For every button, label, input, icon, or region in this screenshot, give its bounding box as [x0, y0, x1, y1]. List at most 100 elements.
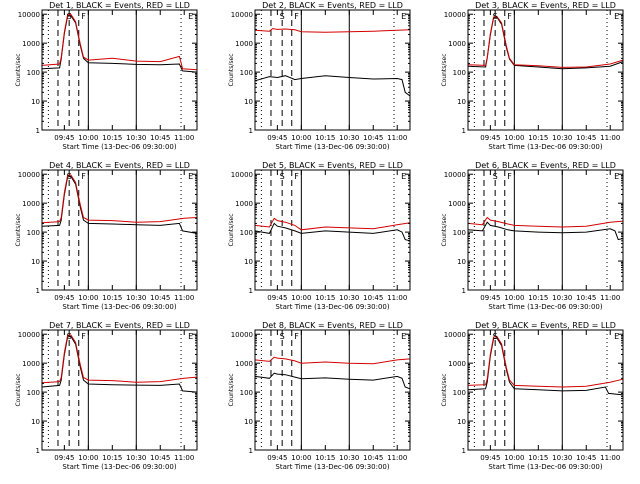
chart-title: Det 7, BLACK = Events, RED = LLD — [49, 321, 190, 330]
y-tick-label: 10 — [31, 98, 40, 106]
marker-f: F — [507, 12, 512, 21]
y-tick-label: 1000 — [22, 40, 40, 48]
y-tick-label: 10000 — [18, 11, 40, 19]
marker-f: F — [81, 172, 86, 181]
y-tick-label: 1000 — [235, 40, 253, 48]
x-tick-label: 11:00 — [600, 294, 620, 302]
panel-1: 1 10 100 1000 10000 09:45 10:00 10:15 10:30 10:45… — [15, 1, 198, 151]
plot-frame — [41, 169, 198, 291]
x-tick-label: 11:00 — [387, 454, 407, 462]
y-tick-label: 100 — [240, 389, 253, 397]
y-tick-label: 1000 — [235, 360, 253, 368]
x-tick-label: 10:45 — [363, 294, 383, 302]
panel-7: 1 10 100 1000 10000 09:45 10:00 10:15 10:30 10:45… — [15, 321, 198, 471]
lld-series-line — [467, 15, 624, 68]
x-tick-label: 09:45 — [54, 454, 74, 462]
marker-e: E — [401, 12, 406, 21]
x-tick-label: 10:00 — [291, 294, 311, 302]
chart-title: Det 1, BLACK = Events, RED = LLD — [49, 1, 190, 10]
marker-e: E — [188, 12, 193, 21]
y-tick-label: 1 — [36, 287, 40, 295]
x-tick-label: 10:15 — [315, 454, 335, 462]
x-tick-label: 10:30 — [339, 134, 359, 142]
x-tick-label: 10:00 — [291, 134, 311, 142]
lld-series-line — [41, 174, 198, 224]
chart-title: Det 6, BLACK = Events, RED = LLD — [475, 161, 616, 170]
plot-frame — [467, 9, 624, 131]
marker-s: S — [280, 332, 285, 341]
y-tick-label: 100 — [240, 69, 253, 77]
marker-s: S — [280, 172, 285, 181]
y-tick-label: 10 — [457, 418, 466, 426]
y-tick-label: 1 — [249, 287, 253, 295]
x-tick-label: 09:45 — [267, 294, 287, 302]
x-tick-label: 10:45 — [576, 134, 596, 142]
events-series-line — [41, 335, 198, 393]
y-tick-label: 1000 — [22, 360, 40, 368]
x-tick-label: 10:30 — [126, 294, 146, 302]
y-axis-label: Counts/sec — [15, 373, 22, 406]
x-tick-label: 10:45 — [150, 454, 170, 462]
y-tick-label: 1 — [249, 447, 253, 455]
x-axis-label: Start Time (13-Dec-06 09:30:00) — [488, 143, 602, 151]
panel-6: 1 10 100 1000 10000 09:45 10:00 10:15 10:30 10:45… — [441, 161, 624, 311]
y-axis-label: Counts/sec — [441, 373, 448, 406]
marker-f: F — [507, 332, 512, 341]
x-tick-label: 09:45 — [54, 134, 74, 142]
y-tick-label: 10000 — [231, 171, 253, 179]
y-axis-label: Counts/sec — [228, 213, 235, 246]
y-tick-label: 10 — [244, 258, 253, 266]
y-tick-label: 10000 — [231, 331, 253, 339]
x-tick-label: 10:30 — [552, 134, 572, 142]
panel-4: 1 10 100 1000 10000 09:45 10:00 10:15 10:30 10:45… — [15, 161, 198, 311]
events-series-line — [467, 16, 624, 70]
x-tick-label: 10:00 — [504, 454, 524, 462]
marker-f: F — [507, 172, 512, 181]
x-tick-label: 10:00 — [291, 454, 311, 462]
y-tick-label: 1 — [36, 447, 40, 455]
marker-e: E — [614, 12, 619, 21]
chart-title: Det 4, BLACK = Events, RED = LLD — [49, 161, 190, 170]
x-tick-label: 10:45 — [150, 294, 170, 302]
events-series-line — [254, 372, 411, 390]
x-axis-label: Start Time (13-Dec-06 09:30:00) — [275, 143, 389, 151]
marker-f: F — [294, 12, 299, 21]
y-tick-label: 1000 — [448, 40, 466, 48]
x-axis-label: Start Time (13-Dec-06 09:30:00) — [62, 143, 176, 151]
y-tick-label: 1000 — [448, 360, 466, 368]
y-tick-label: 10 — [457, 258, 466, 266]
plot-frame — [467, 329, 624, 451]
x-tick-label: 10:15 — [102, 294, 122, 302]
x-tick-label: 10:15 — [315, 134, 335, 142]
y-tick-label: 100 — [453, 69, 466, 77]
marker-s: S — [493, 172, 498, 181]
x-tick-label: 10:45 — [363, 454, 383, 462]
panel-3: 1 10 100 1000 10000 09:45 10:00 10:15 10:30 10:45… — [441, 1, 624, 151]
events-series-line — [41, 175, 198, 234]
x-tick-label: 10:30 — [339, 294, 359, 302]
x-tick-label: 10:30 — [126, 454, 146, 462]
y-tick-label: 10000 — [444, 171, 466, 179]
y-axis-label: Counts/sec — [228, 373, 235, 406]
x-tick-label: 10:00 — [504, 294, 524, 302]
marker-e: E — [188, 332, 193, 341]
lld-series-line — [254, 356, 411, 365]
x-axis-label: Start Time (13-Dec-06 09:30:00) — [62, 303, 176, 311]
y-tick-label: 1 — [462, 447, 466, 455]
x-tick-label: 10:30 — [126, 134, 146, 142]
lld-series-line — [467, 216, 624, 228]
y-tick-label: 1000 — [235, 200, 253, 208]
x-axis-label: Start Time (13-Dec-06 09:30:00) — [488, 303, 602, 311]
chart-title: Det 9, BLACK = Events, RED = LLD — [475, 321, 616, 330]
x-tick-label: 11:00 — [600, 134, 620, 142]
x-tick-label: 09:45 — [54, 294, 74, 302]
events-series-line — [467, 221, 624, 241]
y-tick-label: 10 — [457, 98, 466, 106]
marker-s: S — [67, 12, 72, 21]
marker-f: F — [81, 12, 86, 21]
x-tick-label: 10:30 — [339, 454, 359, 462]
lld-series-line — [41, 334, 198, 384]
marker-f: F — [294, 172, 299, 181]
plot-frame — [254, 169, 411, 291]
